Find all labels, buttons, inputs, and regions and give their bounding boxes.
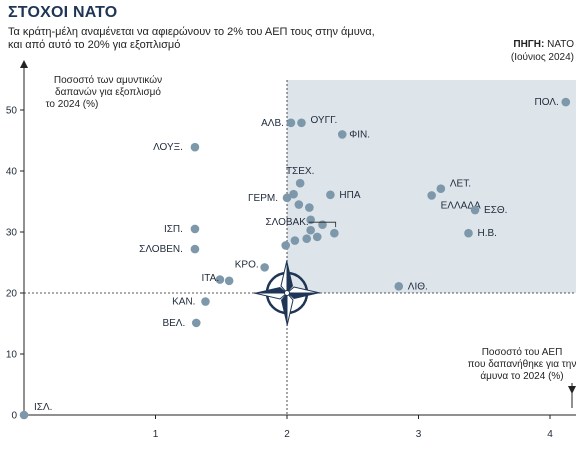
data-point: [281, 241, 290, 250]
data-point: [312, 232, 322, 242]
x-tick-label: 3: [416, 429, 422, 440]
label-leader: [308, 221, 337, 228]
point-label: ΙΣΛ.: [34, 402, 52, 413]
data-point: [190, 244, 200, 254]
point-label: ΕΛΛΑΔΑ: [441, 200, 481, 211]
x-axis-title-line: που δαπανήθηκε για την: [468, 358, 577, 370]
point-label: ΠΟΛ.: [534, 97, 558, 108]
compass-point-dark: [254, 287, 287, 293]
point-label: ΚΡΟ.: [235, 259, 259, 270]
x-axis-title-line: άμυνα το 2024 (%): [480, 370, 563, 382]
data-point: [190, 142, 200, 152]
point-label: ΗΠΑ: [339, 190, 360, 201]
y-axis-title: Ποσοστό των αμυντικών δαπανών για εξοπλισ…: [46, 74, 162, 110]
compass-point: [280, 259, 293, 295]
source-value: NATO: [547, 39, 574, 50]
data-point: [215, 275, 225, 284]
y-tick-label: 50: [6, 106, 18, 117]
data-point: [201, 297, 210, 306]
page-title: ΣΤΟΧΟΙ ΝΑΤΟ: [8, 4, 118, 21]
point-label: ΙΣΠ.: [164, 224, 183, 235]
compass-point: [281, 291, 294, 327]
data-point: [19, 410, 29, 420]
point-label: ΤΣΕΧ.: [286, 166, 314, 177]
point-label: ΛΙΘ.: [408, 281, 428, 292]
y-axis-title-line: το 2024 (%): [46, 99, 99, 110]
point-label: ΚΑΝ.: [172, 297, 195, 308]
data-point: [318, 220, 327, 229]
point-label: ΛΕΤ.: [450, 179, 471, 190]
y-axis-title-line: δαπανών για εξοπλισμό: [55, 86, 161, 98]
page-subtitle: Τα κράτη-μέλη αναμένεται να αφιερώνουν τ…: [8, 26, 375, 51]
data-point: [282, 193, 292, 203]
data-point: [297, 118, 306, 128]
data-point: [330, 228, 339, 238]
compass-point-light: [285, 286, 321, 294]
source-note: ΠΗΓΗ: NATO (Ιούνιος 2024): [511, 38, 574, 64]
compass-point: [253, 287, 289, 300]
data-point: [286, 118, 296, 128]
point-label: ΑΛΒ.: [261, 118, 284, 129]
y-tick-label: 20: [6, 289, 18, 300]
data-point: [260, 263, 269, 272]
compass-center: [284, 290, 290, 296]
data-point: [290, 236, 300, 245]
x-axis-title-line: Ποσοστό του ΑΕΠ: [482, 346, 563, 358]
data-point: [436, 184, 446, 193]
y-axis-title-line: Ποσοστό των αμυντικών: [54, 74, 162, 86]
source-label: ΠΗΓΗ:: [513, 39, 545, 50]
data-point: [302, 234, 312, 244]
nato-compass-icon: [253, 259, 321, 327]
data-point: [427, 191, 436, 200]
data-point: [295, 178, 305, 188]
data-point: [470, 205, 480, 215]
point-label: ΦΙΝ.: [349, 129, 370, 140]
y-tick-label: 10: [6, 350, 18, 361]
x-axis-title: Ποσοστό του ΑΕΠ που δαπανήθηκε για την άμυ…: [468, 346, 577, 382]
data-point: [289, 189, 298, 199]
point-label: ΣΛΟΒΕΝ.: [139, 244, 183, 255]
compass-point-light: [286, 291, 294, 327]
point-label: ΙΤΑ.: [202, 273, 220, 284]
point-label: ΒΕΛ.: [162, 318, 185, 329]
compass-point-dark: [287, 293, 320, 299]
x-tick-label: 1: [153, 429, 159, 440]
compass-point: [285, 286, 321, 299]
data-point: [561, 97, 571, 107]
data-point: [326, 190, 335, 200]
y-tick-label: 40: [6, 167, 18, 178]
data-point: [464, 228, 473, 238]
compass-point-dark: [287, 260, 293, 293]
y-tick-label: 30: [6, 228, 18, 239]
y-tick-label: 0: [11, 411, 17, 422]
point-label: ΓΕΡΜ.: [248, 193, 278, 204]
x-tick-label: 4: [547, 429, 553, 440]
point-label: ΕΣΘ.: [484, 205, 507, 216]
data-point: [305, 203, 314, 212]
compass-point-light: [253, 292, 289, 300]
compass-point-light: [280, 259, 288, 295]
data-point: [337, 130, 347, 139]
data-point: [190, 224, 200, 234]
y-axis-arrow: [20, 60, 28, 68]
data-point: [191, 318, 201, 328]
data-point: [224, 276, 234, 286]
point-label: Η.Β.: [477, 228, 496, 239]
compass-point-dark: [281, 293, 287, 326]
data-point: [394, 281, 404, 291]
point-label: ΛΟΥΞ.: [153, 142, 183, 153]
point-label: ΣΛΟΒΑΚ.: [265, 217, 308, 228]
x-tick-label: 2: [284, 429, 290, 440]
point-label: ΟΥΓΓ.: [310, 115, 337, 126]
data-point: [294, 200, 304, 209]
target-zone: [287, 80, 576, 293]
source-date: (Ιούνιος 2024): [510, 52, 574, 63]
data-point: [306, 225, 315, 235]
